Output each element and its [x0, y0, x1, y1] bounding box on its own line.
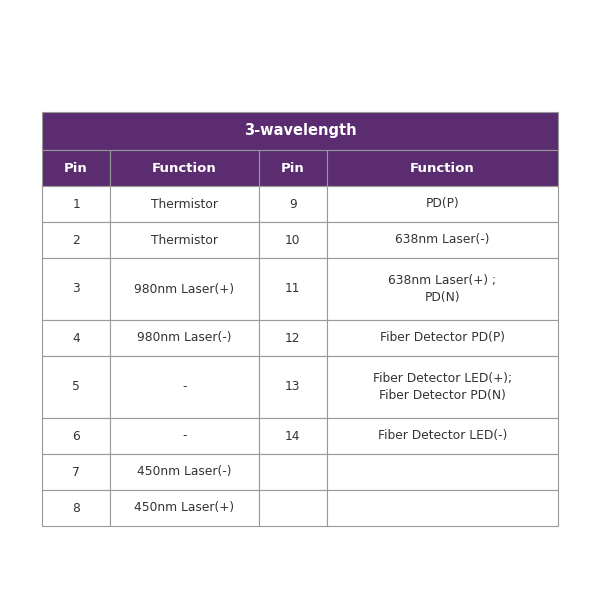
Text: Pin: Pin	[281, 161, 305, 175]
Bar	[110, 418, 259, 454]
Text: 1: 1	[72, 197, 80, 211]
Bar	[110, 454, 259, 490]
Text: 450nm Laser(+): 450nm Laser(+)	[134, 502, 235, 514]
Text: Function: Function	[152, 161, 217, 175]
Text: 2: 2	[72, 233, 80, 247]
Text: 9: 9	[289, 197, 296, 211]
Bar	[42, 222, 110, 258]
Bar	[327, 150, 558, 186]
Text: 7: 7	[72, 466, 80, 479]
Text: 638nm Laser(-): 638nm Laser(-)	[395, 233, 490, 247]
Text: 11: 11	[285, 283, 301, 295]
Bar	[42, 454, 110, 490]
Text: Thermistor: Thermistor	[151, 233, 218, 247]
Text: PD(P): PD(P)	[425, 197, 459, 211]
Bar	[259, 186, 327, 222]
Bar	[327, 490, 558, 526]
Text: 10: 10	[285, 233, 301, 247]
Text: 6: 6	[72, 430, 80, 443]
Bar	[259, 490, 327, 526]
Text: 13: 13	[285, 380, 301, 394]
Bar	[259, 222, 327, 258]
Text: Pin: Pin	[64, 161, 88, 175]
Bar	[259, 150, 327, 186]
Bar	[259, 258, 327, 320]
Text: 4: 4	[72, 331, 80, 344]
Bar	[110, 222, 259, 258]
Text: Fiber Detector PD(P): Fiber Detector PD(P)	[380, 331, 505, 344]
Bar	[42, 150, 110, 186]
Text: -: -	[182, 430, 187, 443]
Bar	[327, 186, 558, 222]
Bar	[259, 454, 327, 490]
Bar	[327, 320, 558, 356]
Bar	[42, 418, 110, 454]
Text: Function: Function	[410, 161, 475, 175]
Text: 14: 14	[285, 430, 301, 443]
Bar	[110, 186, 259, 222]
Text: 3: 3	[72, 283, 80, 295]
Bar	[110, 356, 259, 418]
Bar	[42, 356, 110, 418]
Text: 3-wavelength: 3-wavelength	[244, 124, 356, 139]
Bar	[327, 454, 558, 490]
Text: 450nm Laser(-): 450nm Laser(-)	[137, 466, 232, 479]
Text: 8: 8	[72, 502, 80, 514]
Bar	[259, 356, 327, 418]
Text: 12: 12	[285, 331, 301, 344]
Bar	[259, 320, 327, 356]
Bar	[110, 490, 259, 526]
Bar	[259, 418, 327, 454]
Text: Fiber Detector LED(+);
Fiber Detector PD(N): Fiber Detector LED(+); Fiber Detector PD…	[373, 372, 512, 402]
Text: 5: 5	[72, 380, 80, 394]
Bar	[110, 320, 259, 356]
Bar	[42, 490, 110, 526]
Bar	[42, 258, 110, 320]
Text: Fiber Detector LED(-): Fiber Detector LED(-)	[378, 430, 507, 443]
Bar	[327, 418, 558, 454]
Bar	[327, 258, 558, 320]
Bar	[110, 150, 259, 186]
Bar	[42, 320, 110, 356]
Text: 638nm Laser(+) ;
PD(N): 638nm Laser(+) ; PD(N)	[388, 274, 496, 304]
Bar	[327, 222, 558, 258]
Text: Thermistor: Thermistor	[151, 197, 218, 211]
Bar	[327, 356, 558, 418]
Text: -: -	[182, 380, 187, 394]
Text: 980nm Laser(-): 980nm Laser(-)	[137, 331, 232, 344]
Bar	[110, 258, 259, 320]
Text: 980nm Laser(+): 980nm Laser(+)	[134, 283, 235, 295]
Bar	[42, 112, 558, 150]
Bar	[42, 186, 110, 222]
